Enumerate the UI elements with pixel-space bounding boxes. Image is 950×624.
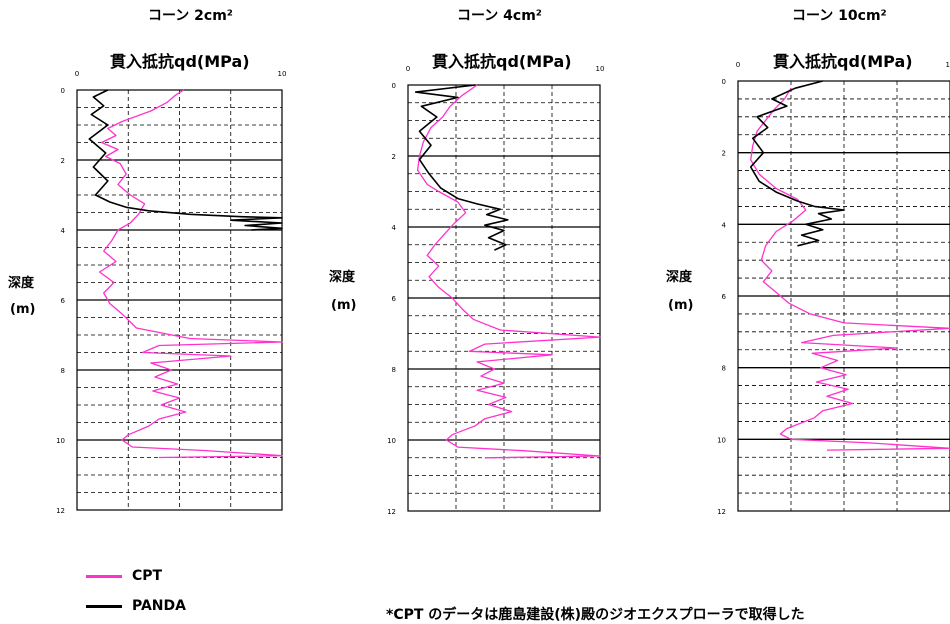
y-tick-label: 10 [56,437,65,445]
chart-panel-cone-10: コーン 10cm² 貫入抵抗qd(MPa) 深度 (m) 0 2 4 6 8 10 12 0 1… [630,0,950,540]
chart-panel-cone-4: コーン 4cm² 貫入抵抗qd(MPa) 深度 (m) 0 2 4 6 8 10 12 0 10 [315,0,625,540]
y-tick-label: 4 [392,224,397,232]
chart-title: コーン 4cm² [457,8,542,24]
series-line-panda [414,84,509,251]
chart-subtitle: 貫入抵抗qd(MPa) [432,52,572,71]
y-tick-label: 4 [61,227,66,235]
y-axis-label: 深度 [329,270,356,285]
y-tick-label: 6 [392,295,397,303]
y-tick-label: 8 [61,367,65,375]
chart-subtitle: 貫入抵抗qd(MPa) [773,52,913,71]
chart-title: コーン 10cm² [792,8,887,24]
legend-item-panda: PANDA [86,598,186,614]
chart-plot: 0 2 4 6 8 10 12 0 10 [387,65,605,516]
y-axis-unit: (m) [668,298,694,313]
x-tick-label: 0 [406,65,410,73]
chart-plot: 0 2 4 6 8 10 12 0 10 [717,61,950,516]
y-tick-label: 2 [61,157,65,165]
chart-subtitle: 貫入抵抗qd(MPa) [110,52,250,71]
y-tick-label: 0 [392,82,396,90]
y-tick-label: 4 [722,221,727,229]
legend-label-panda: PANDA [132,598,186,614]
series-line-cpt [416,84,601,459]
y-tick-label: 10 [717,436,726,444]
y-tick-label: 12 [717,508,726,516]
y-tick-label: 6 [722,293,727,301]
legend-swatch-panda [86,604,122,608]
y-tick-label: 12 [56,507,65,515]
y-axis-unit: (m) [10,302,36,317]
legend-item-cpt: CPT [86,568,162,584]
series-line-cpt [750,87,950,451]
y-tick-label: 2 [722,150,726,158]
series-line-panda [88,89,283,231]
x-tick-label: 10 [596,65,605,73]
y-tick-label: 8 [722,365,726,373]
legend-swatch-cpt [86,574,122,578]
data-source-note: *CPT のデータは鹿島建設(株)殿のジオエクスプローラで取得した [386,607,805,623]
legend-label-cpt: CPT [132,568,163,584]
x-tick-label: 10 [278,70,287,78]
y-axis-label: 深度 [666,270,693,285]
chart-plot: 0 2 4 6 8 10 12 0 10 [56,70,287,515]
y-tick-label: 0 [722,78,726,86]
chart-panel-cone-2: コーン 2cm² 貫入抵抗qd(MPa) 深度 (m) 0 2 4 6 8 10 12 0 10 [0,0,310,540]
y-tick-label: 0 [61,87,65,95]
chart-title: コーン 2cm² [148,8,233,24]
x-tick-label: 0 [75,70,79,78]
y-tick-label: 10 [387,437,396,445]
series-line-cpt [98,89,283,459]
y-tick-label: 8 [392,366,396,374]
y-tick-label: 12 [387,508,396,516]
y-axis-label: 深度 [8,276,35,291]
y-axis-unit: (m) [331,298,357,313]
x-tick-label: 10 [946,61,950,69]
series-line-panda [749,80,845,247]
y-tick-label: 2 [392,153,396,161]
y-tick-label: 6 [61,297,66,305]
x-tick-label: 0 [736,61,740,69]
